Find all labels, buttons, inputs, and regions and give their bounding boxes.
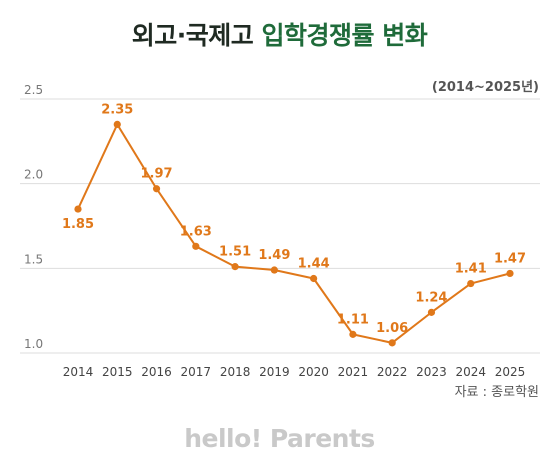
data-label: 1.97 xyxy=(141,167,173,182)
series-line xyxy=(77,123,511,344)
title-part-2: 입학경쟁률 변화 xyxy=(261,21,428,50)
x-tick-label: 2015 xyxy=(102,365,133,379)
y-tick-label: 1.0 xyxy=(24,337,43,351)
data-point xyxy=(192,242,200,250)
x-tick-label: 2019 xyxy=(259,365,290,379)
data-point xyxy=(467,279,475,288)
data-point xyxy=(74,205,82,213)
y-tick-label: 1.5 xyxy=(24,252,43,266)
x-tick-label: 2016 xyxy=(141,365,172,379)
data-label: 2.35 xyxy=(101,102,133,117)
source-note: 자료 : 종로학원 xyxy=(454,385,539,400)
data-label: 1.44 xyxy=(298,256,330,271)
data-point xyxy=(388,339,396,347)
brand-logo: hello! Parents xyxy=(184,424,375,453)
x-tick-label: 2018 xyxy=(220,365,251,379)
data-label: 1.49 xyxy=(258,248,290,263)
x-tick-label: 2021 xyxy=(338,365,369,379)
x-tick-label: 2020 xyxy=(298,365,329,379)
data-label: 1.47 xyxy=(494,251,526,266)
data-label: 1.63 xyxy=(180,224,212,239)
data-point xyxy=(270,266,278,274)
x-tick-label: 2014 xyxy=(63,365,94,379)
data-point xyxy=(349,330,357,338)
data-point xyxy=(310,274,318,283)
data-label: 1.85 xyxy=(62,217,94,232)
x-tick-label: 2022 xyxy=(377,365,408,379)
data-label: 1.11 xyxy=(337,312,369,327)
x-tick-label: 2017 xyxy=(181,365,212,379)
data-point xyxy=(506,269,514,278)
y-tick-label: 2.0 xyxy=(24,168,43,182)
chart-title: 외고·국제고 입학경쟁률 변화 xyxy=(0,16,559,52)
x-tick-label: 2024 xyxy=(455,365,486,379)
title-part-1: 외고·국제고 xyxy=(131,21,254,50)
period-label: (2014~2025년) xyxy=(431,80,539,95)
data-label: 1.06 xyxy=(376,321,408,336)
x-tick-label: 2023 xyxy=(416,365,447,379)
x-tick-label: 2025 xyxy=(495,365,526,379)
data-point xyxy=(231,263,239,271)
data-label: 1.41 xyxy=(455,262,487,277)
data-label: 1.24 xyxy=(415,290,447,305)
data-point xyxy=(427,308,436,316)
y-tick-label: 2.5 xyxy=(24,83,43,97)
data-point xyxy=(113,120,121,128)
data-label: 1.51 xyxy=(219,245,251,260)
data-point xyxy=(152,185,161,193)
